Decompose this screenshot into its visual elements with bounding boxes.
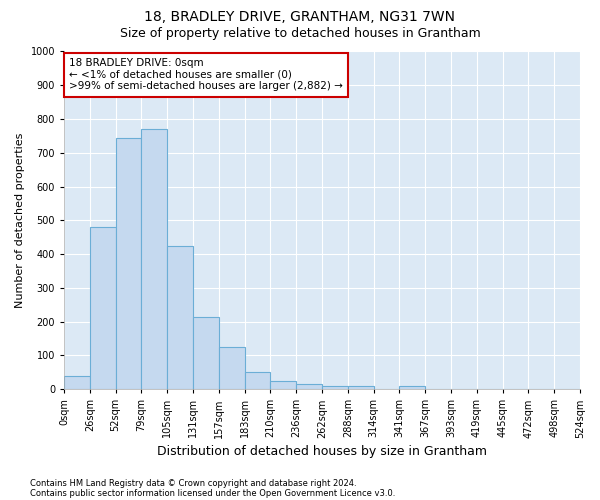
Bar — [193, 316, 219, 389]
Bar — [271, 380, 296, 389]
Bar — [296, 384, 322, 389]
Bar — [116, 138, 142, 389]
X-axis label: Distribution of detached houses by size in Grantham: Distribution of detached houses by size … — [157, 444, 487, 458]
Text: Contains HM Land Registry data © Crown copyright and database right 2024.: Contains HM Land Registry data © Crown c… — [30, 478, 356, 488]
Bar — [322, 386, 348, 389]
Bar — [64, 376, 90, 389]
Text: Contains public sector information licensed under the Open Government Licence v3: Contains public sector information licen… — [30, 488, 395, 498]
Y-axis label: Number of detached properties: Number of detached properties — [15, 132, 25, 308]
Text: 18, BRADLEY DRIVE, GRANTHAM, NG31 7WN: 18, BRADLEY DRIVE, GRANTHAM, NG31 7WN — [145, 10, 455, 24]
Bar — [167, 246, 193, 389]
Text: 18 BRADLEY DRIVE: 0sqm
← <1% of detached houses are smaller (0)
>99% of semi-det: 18 BRADLEY DRIVE: 0sqm ← <1% of detached… — [69, 58, 343, 92]
Bar — [142, 129, 167, 389]
Bar — [90, 227, 116, 389]
Bar — [400, 386, 425, 389]
Bar — [348, 386, 374, 389]
Bar — [219, 347, 245, 389]
Bar — [245, 372, 271, 389]
Text: Size of property relative to detached houses in Grantham: Size of property relative to detached ho… — [119, 28, 481, 40]
